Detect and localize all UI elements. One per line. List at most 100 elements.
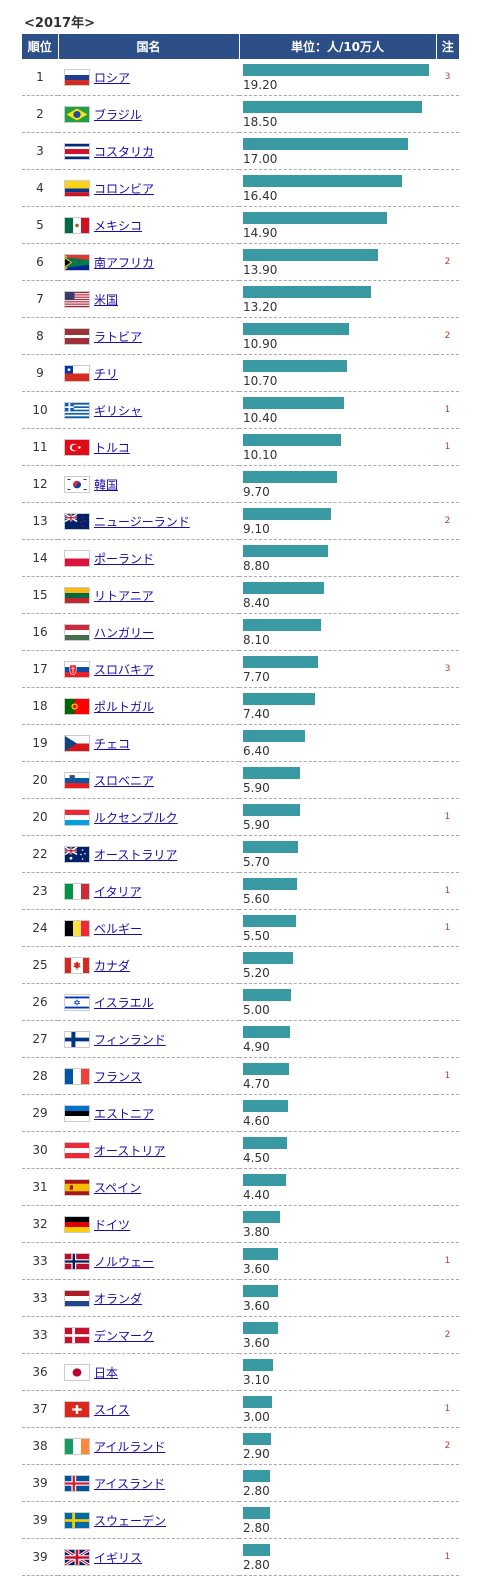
bar	[243, 804, 301, 816]
country-link[interactable]: フィンランド	[94, 1032, 166, 1047]
note-cell	[436, 946, 459, 984]
value-label: 6.40	[243, 744, 270, 758]
flag-austria-icon	[64, 1141, 90, 1159]
country-link[interactable]: スイス	[94, 1402, 130, 1417]
country-link[interactable]: ベルギー	[94, 921, 143, 936]
header-rank: 順位	[22, 34, 59, 59]
table-row: 15 リトアニア 8.40	[22, 576, 459, 614]
table-row: 22 オーストラリア 5.70	[22, 835, 459, 873]
country-cell: アイスランド	[58, 1464, 239, 1502]
country-link[interactable]: アイスランド	[94, 1476, 166, 1491]
rank-cell: 27	[22, 1020, 58, 1058]
country-link[interactable]: エストニア	[94, 1106, 155, 1121]
country-link[interactable]: ギリシャ	[94, 403, 143, 418]
note-cell: 1	[436, 909, 459, 947]
bar	[243, 249, 378, 261]
bar	[243, 878, 298, 890]
bar	[243, 1433, 272, 1445]
country-link[interactable]: 韓国	[94, 477, 119, 492]
rank-cell: 24	[22, 909, 58, 947]
note-cell	[436, 354, 459, 392]
country-link[interactable]: オーストリア	[94, 1143, 166, 1158]
country-link[interactable]: スペイン	[94, 1180, 142, 1195]
table-row: 17 スロバキア 7.70 3	[22, 650, 459, 688]
note-cell: 1	[436, 798, 459, 836]
rank-cell: 39	[22, 1501, 58, 1539]
country-link[interactable]: イスラエル	[94, 995, 154, 1010]
country-link[interactable]: アイルランド	[94, 1439, 166, 1454]
country-link[interactable]: チェコ	[94, 736, 131, 751]
header-note: 注	[436, 34, 459, 59]
value-label: 3.80	[243, 1225, 270, 1239]
country-link[interactable]: ポーランド	[94, 551, 155, 566]
rank-cell: 33	[22, 1316, 58, 1354]
note-cell	[436, 95, 459, 133]
value-label: 3.10	[243, 1373, 270, 1387]
country-link[interactable]: スロバキア	[94, 662, 155, 677]
country-link[interactable]: フランス	[94, 1069, 142, 1084]
country-link[interactable]: チリ	[94, 366, 119, 381]
country-cell: コロンビア	[58, 169, 239, 207]
bar	[243, 1211, 280, 1223]
value-label: 3.60	[243, 1262, 270, 1276]
flag-slovenia-icon	[64, 771, 90, 789]
value-label: 9.10	[243, 522, 270, 536]
table-row: 9 チリ 10.70	[22, 354, 459, 392]
table-row: 33 ノルウェー 3.60 1	[22, 1242, 459, 1280]
country-link[interactable]: ハンガリー	[94, 625, 155, 640]
country-link[interactable]: カナダ	[94, 958, 131, 973]
value-cell: 13.20	[239, 280, 436, 318]
flag-greece-icon	[64, 401, 90, 419]
country-link[interactable]: ブラジル	[94, 107, 142, 122]
flag-netherlands-icon	[64, 1289, 90, 1307]
value-cell: 16.40	[239, 169, 436, 207]
value-cell: 13.90	[239, 243, 436, 281]
country-link[interactable]: デンマーク	[94, 1328, 155, 1343]
rank-cell: 17	[22, 650, 58, 688]
country-link[interactable]: イタリア	[94, 884, 142, 899]
value-label: 13.90	[243, 263, 278, 277]
country-link[interactable]: ラトビア	[94, 329, 143, 344]
country-link[interactable]: ポルトガル	[94, 699, 155, 714]
value-cell: 4.90	[239, 1020, 436, 1058]
country-link[interactable]: リトアニア	[94, 588, 154, 603]
note-cell	[436, 1020, 459, 1058]
value-cell: 9.10	[239, 502, 436, 540]
table-row: 20 スロベニア 5.90	[22, 761, 459, 799]
rank-cell: 14	[22, 539, 58, 577]
value-label: 4.50	[243, 1151, 270, 1165]
value-cell: 3.80	[239, 1205, 436, 1243]
country-link[interactable]: ルクセンブルク	[94, 810, 178, 825]
country-cell: オーストラリア	[58, 835, 239, 873]
country-link[interactable]: スロベニア	[94, 773, 155, 788]
table-row: 32 ドイツ 3.80	[22, 1205, 459, 1243]
country-link[interactable]: 米国	[94, 292, 119, 307]
flag-south-africa-icon	[64, 253, 90, 271]
value-cell: 10.70	[239, 354, 436, 392]
country-link[interactable]: ロシア	[94, 70, 131, 85]
country-link[interactable]: ドイツ	[94, 1217, 131, 1232]
rank-cell: 36	[22, 1353, 58, 1391]
country-link[interactable]: オランダ	[94, 1291, 143, 1306]
rank-cell: 2	[22, 95, 58, 133]
country-link[interactable]: コスタリカ	[94, 144, 155, 159]
flag-costa-rica-icon	[64, 142, 90, 160]
country-link[interactable]: コロンビア	[94, 181, 155, 196]
country-link[interactable]: スウェーデン	[94, 1513, 167, 1528]
value-cell: 5.00	[239, 983, 436, 1021]
country-cell: オランダ	[58, 1279, 239, 1317]
flag-russia-icon	[64, 68, 90, 86]
country-link[interactable]: ニュージーランド	[94, 514, 190, 529]
country-link[interactable]: メキシコ	[94, 218, 143, 233]
country-link[interactable]: トルコ	[94, 440, 130, 455]
country-link[interactable]: イギリス	[94, 1550, 143, 1565]
country-cell: イタリア	[58, 872, 239, 910]
country-link[interactable]: ノルウェー	[94, 1254, 155, 1269]
country-cell: ニュージーランド	[58, 502, 239, 540]
country-link[interactable]: 日本	[94, 1365, 119, 1380]
value-label: 5.00	[243, 1003, 270, 1017]
country-link[interactable]: オーストラリア	[94, 847, 178, 862]
value-label: 2.90	[243, 1447, 270, 1461]
bar	[243, 397, 344, 409]
country-link[interactable]: 南アフリカ	[94, 255, 155, 270]
